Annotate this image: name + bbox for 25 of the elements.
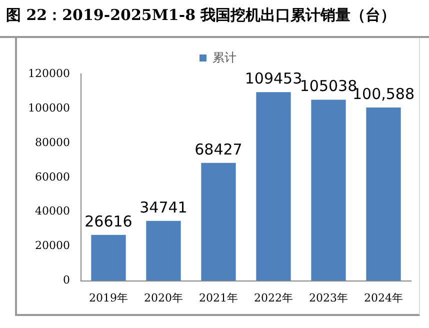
- y-tick-label: 100000: [28, 101, 70, 114]
- bar: [146, 220, 181, 281]
- bar: [366, 107, 401, 281]
- x-tick-label: 2023年: [309, 291, 348, 304]
- y-tick-label: 40000: [34, 204, 70, 218]
- data-label: 34741: [140, 198, 188, 216]
- y-tick-label: 0: [62, 274, 70, 287]
- x-tick-label: 2024年: [364, 291, 403, 304]
- y-tick-label: 80000: [34, 136, 70, 149]
- x-tick-label: 2021年: [198, 291, 238, 304]
- data-label: 26616: [84, 212, 132, 230]
- x-tick-label: 2022年: [254, 291, 293, 304]
- bar: [311, 100, 346, 281]
- data-label: 109453: [244, 70, 302, 88]
- y-tick-label: 60000: [34, 170, 70, 184]
- y-tick-label: 120000: [28, 66, 70, 80]
- y-tick-label: 20000: [34, 239, 70, 252]
- bar: [91, 234, 126, 281]
- bar: [256, 92, 291, 281]
- x-tick-label: 2020年: [144, 291, 183, 304]
- chart-title: 图 22：2019-2025M1-8 我国挖机出口累计销量（台）: [6, 6, 396, 25]
- data-label: 68427: [194, 140, 242, 158]
- bar: [201, 162, 236, 281]
- legend-label: 累计: [212, 50, 236, 64]
- x-tick-label: 2019年: [88, 291, 128, 304]
